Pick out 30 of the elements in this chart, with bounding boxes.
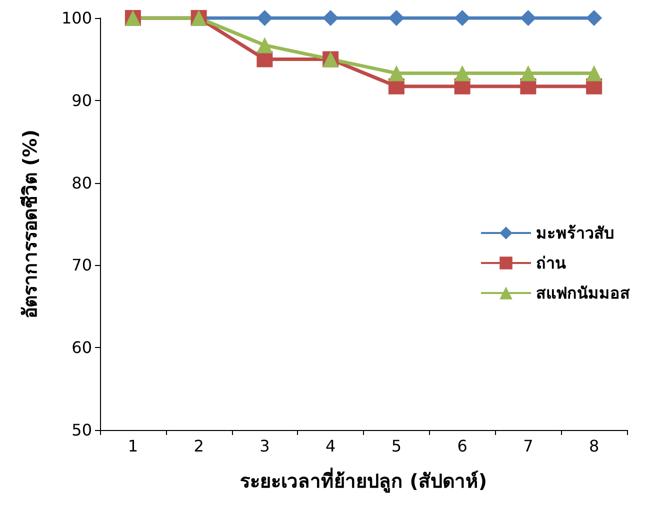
y-tick-label: 70 [72, 256, 92, 275]
x-tick-label: 8 [588, 436, 600, 456]
point [256, 37, 273, 54]
x-tick-label: 7 [523, 436, 534, 456]
y-tick-label: 50 [72, 420, 92, 440]
point [520, 65, 536, 82]
x-tick-label: 4 [325, 436, 336, 456]
y-tick-label: 90 [72, 90, 92, 110]
point [454, 65, 470, 82]
y-tick-label: 80 [72, 173, 92, 192]
legend-label: สแฟกนัมมอส [536, 284, 630, 302]
y-tick-label: 60 [72, 338, 92, 358]
x-tick-label: 1 [128, 436, 138, 456]
point [388, 65, 404, 82]
point [454, 10, 470, 26]
point [586, 10, 602, 26]
x-tick-label: 6 [457, 436, 468, 456]
point [322, 10, 339, 26]
point [256, 10, 273, 26]
point [388, 10, 404, 26]
x-tick-label: 3 [260, 436, 270, 456]
x-tick-label: 5 [391, 436, 402, 456]
y-tick-label: 100 [61, 8, 92, 28]
legend-label: มะพร้าวสับ [536, 224, 614, 242]
point [520, 10, 536, 26]
point [586, 65, 602, 82]
y-axis-title: อัตราการรอดชีวิต (%) [20, 129, 42, 319]
legend-label: ถ่าน [536, 254, 566, 272]
x-axis-title: ระยะเวลาที่ย้ายปลูก (สัปดาห์) [240, 468, 487, 494]
x-tick-label: 2 [194, 436, 204, 456]
